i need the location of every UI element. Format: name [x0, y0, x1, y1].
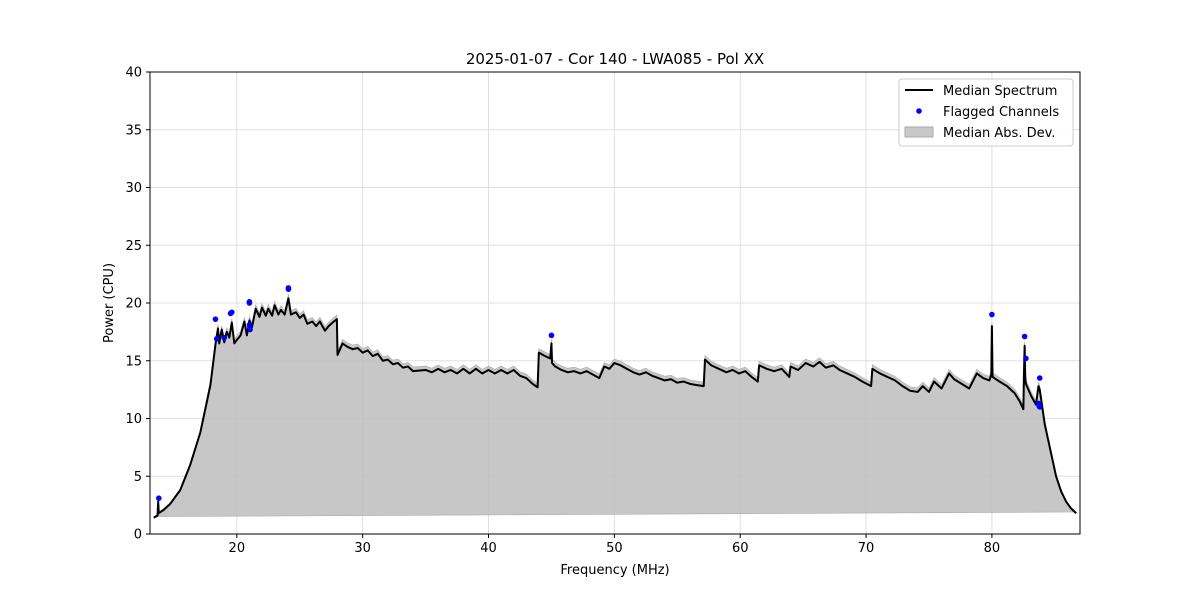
flagged-channel-point: [228, 309, 235, 316]
chart-title: 2025-01-07 - Cor 140 - LWA085 - Pol XX: [466, 50, 764, 68]
x-tick-label: 40: [480, 541, 497, 556]
mad-band: [152, 294, 1077, 517]
flagged-channel-point: [156, 495, 162, 501]
x-tick-label: 70: [858, 541, 875, 556]
y-tick-label: 15: [125, 354, 142, 369]
flagged-channel-point: [1036, 404, 1043, 410]
y-tick-label: 30: [125, 181, 142, 196]
flagged-channel-point: [1023, 355, 1029, 362]
x-tick-label: 50: [606, 541, 623, 556]
legend-label-median: Median Spectrum: [943, 84, 1057, 99]
flagged-channel-point: [212, 316, 219, 322]
legend: Median Spectrum Flagged Channels Median …: [898, 78, 1074, 147]
median-spectrum-line: [153, 297, 1077, 519]
flagged-channel-point: [247, 326, 253, 333]
flagged-channel-point: [1021, 333, 1028, 340]
x-tick-label: 20: [229, 541, 246, 556]
y-tick-label: 25: [125, 239, 142, 254]
flagged-channel-point: [548, 332, 555, 339]
y-tick-label: 35: [125, 123, 142, 138]
mad-band-group: [152, 294, 1077, 517]
legend-dot-swatch: [916, 108, 922, 114]
legend-label-mad: Median Abs. Dev.: [943, 126, 1055, 141]
flagged-channel-point: [246, 300, 253, 306]
y-tick-label: 0: [134, 528, 142, 543]
x-tick-label: 60: [732, 541, 749, 556]
axis-ticks: 20 30 40 50 60 70 80 0 5 10 15 20 25 30 35 40: [125, 66, 1000, 557]
flagged-channel-point: [285, 286, 292, 292]
x-tick-label: 30: [354, 541, 371, 556]
x-axis-label: Frequency (MHz): [560, 563, 669, 578]
flagged-channel-point: [989, 311, 995, 318]
y-tick-label: 40: [125, 66, 142, 81]
median-line-group: [153, 297, 1077, 519]
flagged-points-group: [156, 285, 1043, 501]
flagged-channel-point: [246, 322, 253, 328]
flagged-channel-point: [221, 334, 228, 341]
legend-box: [898, 78, 1074, 147]
legend-label-flagged: Flagged Channels: [943, 105, 1059, 120]
y-tick-label: 10: [125, 412, 142, 427]
y-tick-label: 5: [134, 470, 142, 485]
y-axis-label: Power (CPU): [102, 263, 117, 343]
y-tick-label: 20: [125, 297, 142, 312]
flagged-channel-point: [1036, 375, 1043, 381]
legend-band-swatch: [904, 126, 934, 138]
flagged-channel-point: [213, 336, 220, 342]
x-tick-label: 80: [984, 541, 1001, 556]
